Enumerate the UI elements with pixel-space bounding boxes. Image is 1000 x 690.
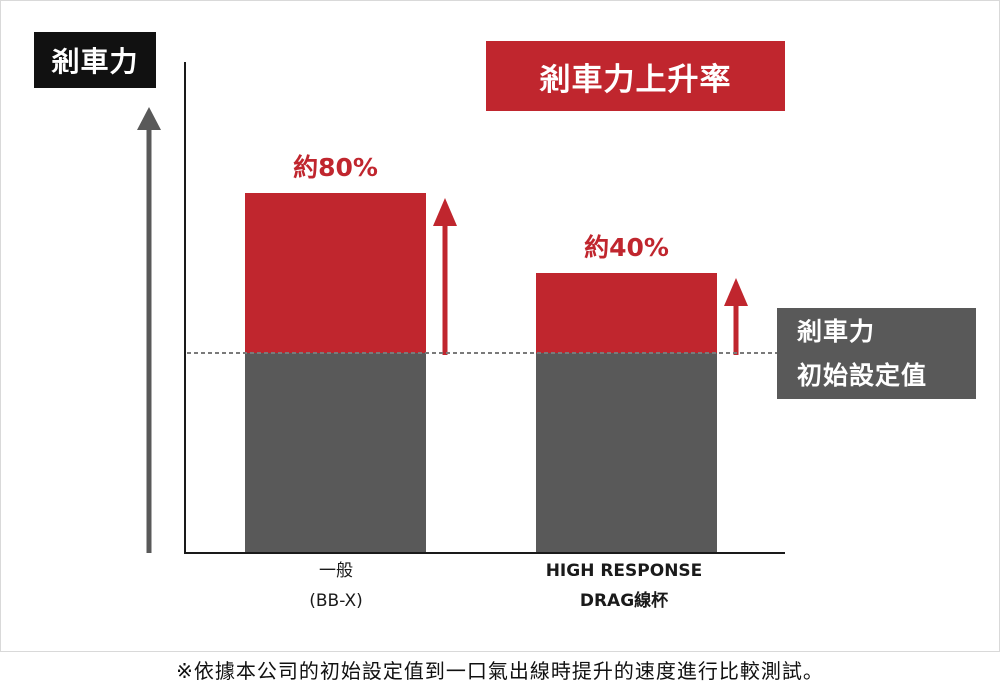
bar-increase-1: [245, 193, 426, 353]
x-tick-label-2-line1: HIGH RESPONSE: [545, 561, 703, 581]
reference-label-line1: 剎車力: [797, 316, 876, 346]
bar-base-1: [245, 353, 426, 553]
y-axis-label: 剎車力: [34, 32, 156, 88]
bar-increase-2: [536, 273, 717, 353]
x-tick-label-2: HIGH RESPONSE DRAG線杯: [504, 556, 744, 616]
x-tick-label-2-line2: DRAG線杯: [579, 591, 669, 611]
bar-base-2: [536, 353, 717, 553]
data-label-2: 約40%: [584, 233, 669, 262]
data-label-1: 約80%: [293, 153, 378, 182]
reference-legend: 剎車力 初始設定值: [777, 308, 976, 399]
x-tick-label-1-line1: 一般: [319, 561, 353, 581]
x-tick-label-1: 一般 (BB-X): [230, 556, 442, 616]
increase-arrow-head-1: [433, 198, 457, 226]
y-axis-arrow-head: [137, 107, 161, 130]
footnote: ※依據本公司的初始設定值到一口氣出線時提升的速度進行比較測試。: [176, 659, 824, 683]
reference-label-line2: 初始設定值: [797, 360, 928, 390]
chart-title: 剎車力上升率: [486, 41, 785, 111]
x-tick-label-1-line2: (BB-X): [309, 591, 363, 611]
increase-arrow-head-2: [724, 278, 748, 306]
